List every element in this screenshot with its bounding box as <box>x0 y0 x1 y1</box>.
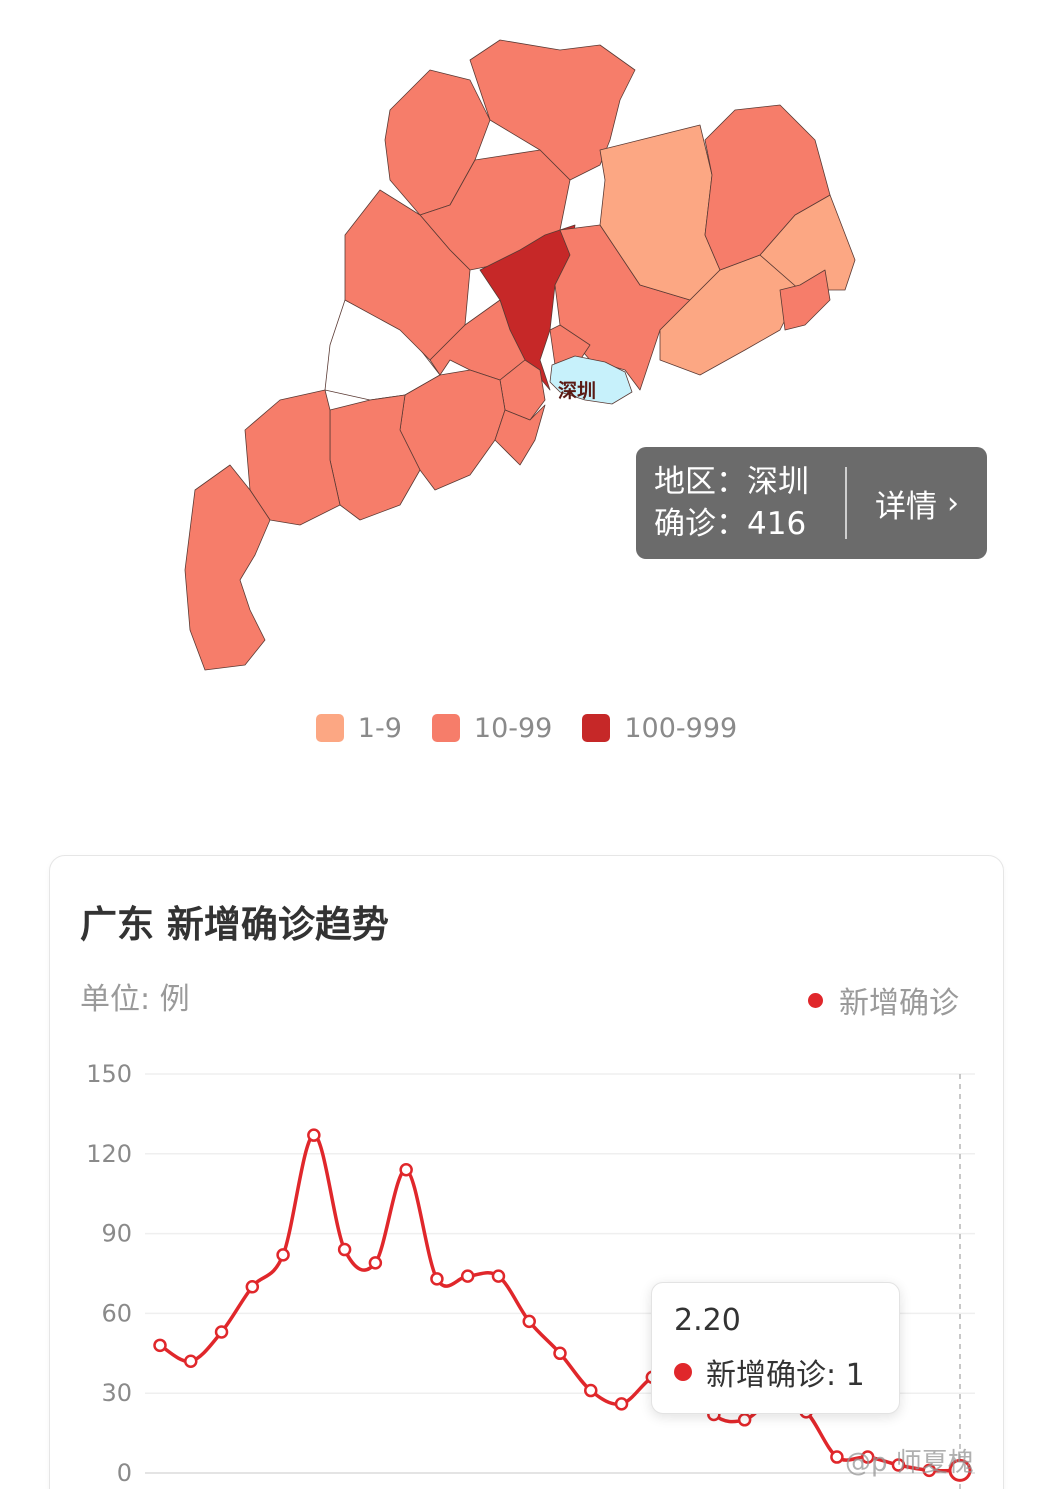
series-legend[interactable]: 新增确诊 <box>808 978 959 1022</box>
data-point[interactable] <box>737 1413 752 1427</box>
data-point[interactable] <box>553 1346 567 1361</box>
data-point[interactable] <box>614 1397 629 1411</box>
detail-label: 详情 <box>875 488 937 525</box>
card-title: 广东 新增确诊趋势 <box>80 903 389 946</box>
data-point[interactable] <box>368 1256 383 1270</box>
y-tick-label: 0 <box>117 1459 132 1487</box>
data-point[interactable] <box>891 1458 906 1472</box>
data-point[interactable] <box>584 1383 598 1398</box>
chevron-right-icon: › <box>947 485 959 521</box>
region-label: 地区： <box>654 464 747 500</box>
legend-swatch <box>431 714 460 742</box>
legend-label: 1-9 <box>357 712 402 744</box>
data-point[interactable] <box>860 1450 875 1464</box>
region-zhanjiang[interactable] <box>184 464 271 671</box>
data-point[interactable] <box>399 1163 413 1177</box>
watermark: @p 师夏槐 <box>845 1448 974 1478</box>
tooltip-value: 1 <box>845 1358 865 1393</box>
legend-label: 10-99 <box>473 712 553 744</box>
data-point[interactable] <box>430 1272 444 1286</box>
detail-link[interactable]: 详情 › <box>847 481 987 526</box>
legend-item[interactable]: 10-99 <box>431 712 553 744</box>
trend-card: 广东 新增确诊趋势 单位: 例 新增确诊 0 30 60 90 120 150 2.20 … <box>49 855 1004 1489</box>
series-dot-icon <box>808 992 823 1008</box>
legend-swatch <box>582 714 611 742</box>
legend-label: 100-999 <box>624 712 738 744</box>
legend-item[interactable]: 100-999 <box>582 713 737 744</box>
data-point[interactable] <box>307 1128 321 1142</box>
point-tooltip: 2.20 新增确诊: 1 <box>651 1282 900 1414</box>
tooltip-row: 新增确诊: 1 <box>674 1350 877 1394</box>
region-meizhou[interactable] <box>704 104 831 271</box>
data-point[interactable] <box>491 1269 506 1283</box>
region-west-north[interactable] <box>344 189 471 361</box>
data-point[interactable] <box>184 1354 198 1369</box>
data-point[interactable] <box>153 1338 167 1353</box>
shenzhen-map-label: 深圳 <box>558 379 596 402</box>
y-tick-label: 90 <box>101 1220 132 1248</box>
series-legend-label: 新增确诊 <box>839 986 959 1021</box>
y-tick-label: 150 <box>86 1060 132 1088</box>
tooltip-divider <box>845 467 847 539</box>
region-north[interactable] <box>469 39 636 181</box>
y-tick-label: 60 <box>101 1299 132 1327</box>
series-line <box>159 1133 961 1473</box>
data-point[interactable] <box>214 1325 229 1339</box>
confirmed-label: 确诊： <box>654 506 747 542</box>
region-tooltip[interactable]: 地区：深圳 确诊：416 详情 › <box>636 447 987 559</box>
tooltip-date: 2.20 <box>674 1303 741 1338</box>
y-axis: 0 30 60 90 120 150 <box>86 1060 132 1487</box>
legend-swatch <box>315 714 344 742</box>
unit-label: 单位: 例 <box>80 982 190 1017</box>
region-dongguan[interactable] <box>549 324 591 366</box>
tooltip-series-dot-icon <box>674 1363 692 1381</box>
region-shenzhen[interactable] <box>549 355 633 405</box>
region-value: 深圳 <box>747 464 809 500</box>
map-section: 深圳 地区：深圳 确诊：416 详情 › 1-9 10-99 100-999 <box>0 0 1053 748</box>
data-point[interactable] <box>460 1269 475 1283</box>
data-point[interactable] <box>276 1248 290 1262</box>
data-point[interactable] <box>245 1280 260 1294</box>
region-zhongshan[interactable] <box>494 404 546 466</box>
data-point[interactable] <box>522 1314 536 1329</box>
guangdong-map[interactable]: 深圳 <box>0 0 1053 700</box>
confirmed-value: 416 <box>747 506 807 542</box>
data-point[interactable] <box>830 1450 844 1464</box>
region-shantou[interactable] <box>779 269 831 331</box>
data-point[interactable] <box>922 1463 936 1478</box>
selected-data-point[interactable] <box>948 1458 972 1482</box>
y-tick-label: 120 <box>86 1140 132 1168</box>
data-point[interactable] <box>337 1242 352 1257</box>
y-tick-label: 30 <box>101 1379 132 1407</box>
tooltip-info: 地区：深圳 确诊：416 <box>636 461 841 545</box>
tooltip-series-label: 新增确诊: <box>706 1358 846 1393</box>
map-legend: 1-9 10-99 100-999 <box>0 708 1053 748</box>
legend-item[interactable]: 1-9 <box>315 712 402 744</box>
